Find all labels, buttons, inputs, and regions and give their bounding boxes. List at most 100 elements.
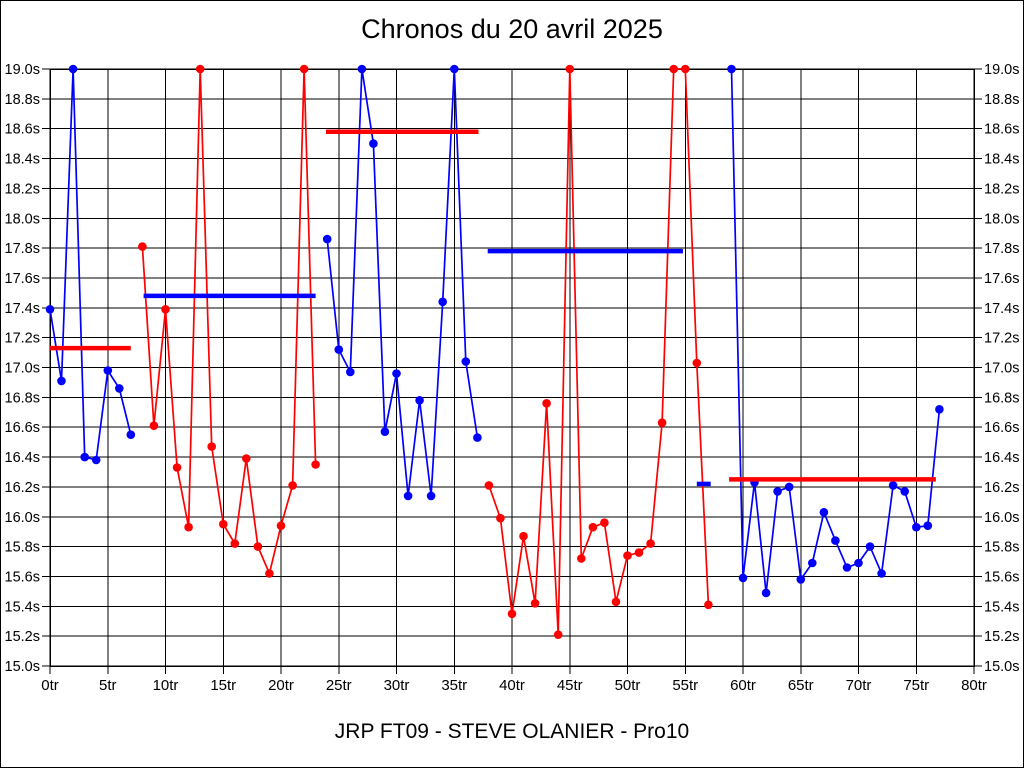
lap-marker [681,64,690,74]
y-tick-label-left: 16.8s [5,390,40,406]
lap-marker [161,305,170,314]
x-tick-label: 30tr [384,677,410,694]
lap-marker [357,64,367,74]
x-tick-label: 15tr [210,677,236,694]
series-line [49,68,132,462]
lap-marker [553,630,563,639]
lap-marker [935,405,944,414]
y-tick-label-left: 17.2s [5,331,40,347]
y-tick-label-right: 18.4s [984,152,1019,168]
x-tick-label: 80tr [961,677,987,694]
lap-marker [842,563,852,572]
lap-marker [900,487,909,496]
x-tick-label: 35tr [441,677,467,694]
x-tick-label: 5tr [99,677,117,694]
lap-marker [634,548,644,557]
lap-marker [322,234,332,244]
lap-marker [519,531,528,541]
lap-marker [91,455,101,465]
y-tick-label-right: 15.4s [984,599,1019,615]
x-tick-label: 45tr [557,677,583,694]
x-tick-label: 55tr [672,677,698,694]
lap-marker [253,542,263,551]
y-tick-label-left: 17.4s [5,301,40,317]
y-tick-label-right: 17.4s [984,301,1019,317]
y-tick-label-left: 15.2s [5,629,40,645]
lap-marker [565,64,575,74]
y-tick-label-left: 17.6s [5,271,40,287]
lap-marker [600,518,609,527]
lap-marker [172,463,182,472]
series-line [730,68,941,593]
lap-marker [831,536,840,545]
y-tick-label-right: 15.8s [984,540,1019,556]
y-tick-label-left: 17.8s [5,241,40,257]
lap-marker [195,64,205,74]
y-tick-label-right: 17.2s [984,331,1019,347]
lap-marker [727,64,736,74]
lap-marker [784,482,794,492]
y-tick-label-left: 16.4s [5,450,40,466]
lap-marker [646,539,655,548]
lap-marker [426,491,436,501]
x-tick-label: 70tr [846,677,872,694]
lap-marker [865,542,875,551]
lap-marker [57,376,66,386]
series-stint-3 [322,64,482,501]
y-tick-label-left: 17.0s [5,361,40,377]
y-tick-label-right: 18.0s [984,211,1019,227]
y-tick-label-right: 16.2s [984,480,1019,496]
y-tick-label-right: 18.8s [984,92,1019,108]
y-tick-label-right: 16.8s [984,390,1019,406]
y-tick-label-left: 18.6s [5,122,40,138]
x-tick-label: 50tr [615,677,641,694]
x-tick-label: 25tr [326,677,352,694]
lap-marker [623,551,632,560]
y-tick-label-left: 16.2s [5,480,40,496]
lap-marker [230,539,240,548]
lap-marker [380,427,390,437]
lap-marker [657,418,667,428]
series-stint-4 [484,64,713,639]
lap-marker [438,297,448,307]
lap-marker [184,522,193,532]
y-tick-label-left: 19.0s [5,62,40,78]
y-tick-label-left: 18.2s [5,181,40,197]
series-stint-2 [138,64,320,578]
lap-marker [334,345,344,354]
x-tick-label: 10tr [153,677,179,694]
lap-marker [738,573,748,583]
lap-marker [588,522,598,532]
lap-marker [346,367,355,377]
lap-marker [473,433,482,442]
lap-marker [242,454,251,463]
lap-marker [773,487,782,496]
lap-marker [311,460,320,469]
y-tick-label-right: 18.2s [984,181,1019,197]
lap-marker [923,521,933,530]
y-tick-label-left: 15.4s [5,599,40,615]
x-tick-label: 60tr [730,677,756,694]
lap-marker [796,575,806,584]
lap-marker [138,242,147,251]
lap-marker [808,558,817,568]
y-tick-label-left: 15.8s [5,540,40,556]
series-stint-1 [45,64,136,465]
y-tick-label-left: 18.0s [5,211,40,227]
lap-marker [819,508,829,517]
y-tick-label-right: 16.4s [984,450,1019,466]
y-tick-label-left: 18.8s [5,92,40,108]
lap-marker [854,558,863,568]
lap-marker [369,139,378,148]
lap-marker [484,481,494,490]
chart-title: Chronos du 20 avril 2025 [361,14,663,44]
lap-marker [392,369,401,378]
y-tick-label-right: 15.2s [984,629,1019,645]
y-tick-label-left: 16.0s [5,510,40,526]
x-tick-label: 65tr [788,677,814,694]
lap-marker [530,599,540,608]
series-line [488,68,710,635]
grid [42,68,982,674]
